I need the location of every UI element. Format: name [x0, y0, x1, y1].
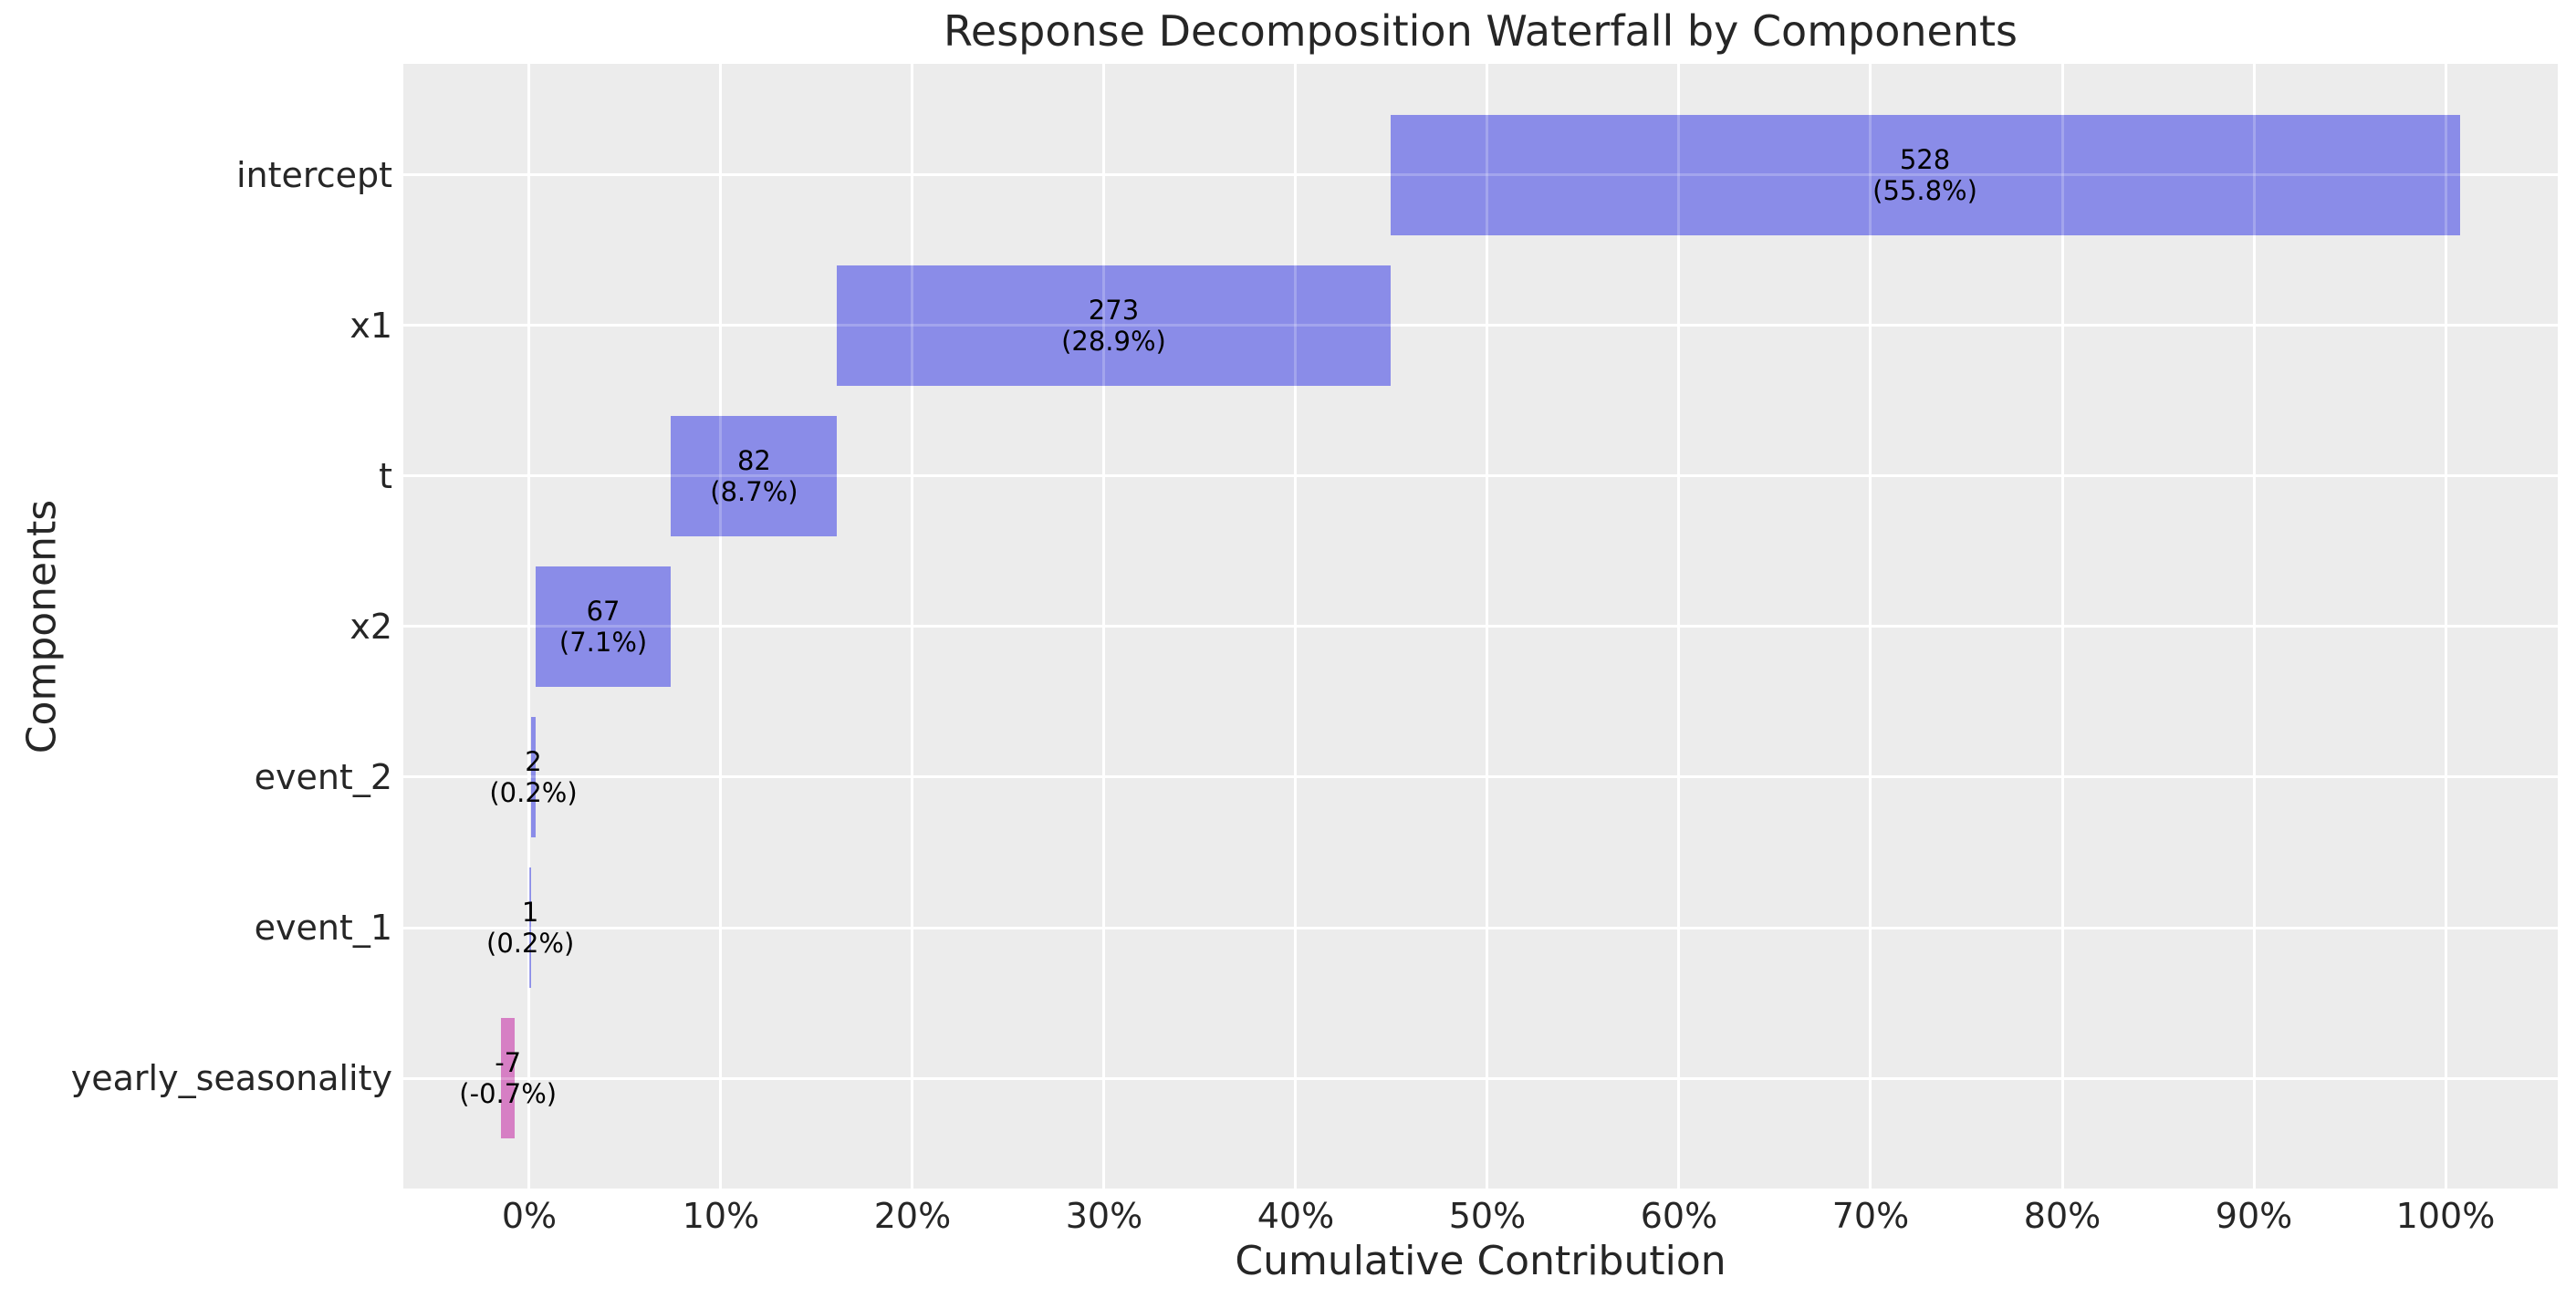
y-tick-label-event_2: event_2: [254, 756, 392, 797]
bar-x1: [837, 265, 1391, 386]
gridline-overlay-vertical: [1486, 64, 1489, 1189]
x-tick-label-60: 60%: [1640, 1196, 1718, 1236]
x-axis-title: Cumulative Contribution: [1235, 1238, 1726, 1284]
bar-t: [671, 415, 838, 536]
y-tick-label-t: t: [379, 455, 392, 496]
gridline-overlay-horizontal: [403, 926, 2558, 929]
gridline-horizontal: [403, 625, 2558, 628]
x-tick-label-0: 0%: [501, 1196, 558, 1236]
gridline-overlay-vertical: [2444, 64, 2447, 1189]
gridline-overlay-horizontal: [403, 324, 2558, 327]
chart-title: Response Decomposition Waterfall by Comp…: [944, 6, 2018, 56]
gridline-overlay-vertical: [1677, 64, 1681, 1189]
gridline-horizontal: [403, 1076, 2558, 1080]
x-tick-label-90: 90%: [2215, 1196, 2293, 1236]
x-tick-label-80: 80%: [2023, 1196, 2101, 1236]
x-tick-label-100: 100%: [2395, 1196, 2496, 1236]
gridline-overlay-horizontal: [403, 625, 2558, 628]
bar-intercept: [1390, 114, 2460, 235]
y-tick-label-event_1: event_1: [254, 908, 392, 949]
gridline-horizontal: [403, 926, 2558, 929]
bar-yearly_seasonality: [500, 1018, 516, 1139]
gridline-overlay-vertical: [527, 64, 531, 1189]
y-tick-label-x1: x1: [349, 305, 392, 346]
x-tick-label-50: 50%: [1448, 1196, 1527, 1236]
gridline-overlay-vertical: [1294, 64, 1298, 1189]
y-axis-title: Components: [18, 499, 66, 754]
gridline-overlay-vertical: [719, 64, 723, 1189]
gridline-overlay-horizontal: [403, 775, 2558, 779]
gridline-horizontal: [403, 775, 2558, 779]
bar-event_2: [531, 716, 536, 837]
plot-area: 528 (55.8%) 273 (28.9%) 82 (8.7%) 67 (7.1%) 2 (0.…: [403, 64, 2558, 1189]
gridline-overlay-vertical: [2252, 64, 2256, 1189]
x-tick-label-40: 40%: [1257, 1196, 1335, 1236]
x-tick-label-70: 70%: [1831, 1196, 1910, 1236]
x-tick-label-30: 30%: [1065, 1196, 1143, 1236]
gridline-overlay-vertical: [911, 64, 914, 1189]
gridline-overlay-vertical: [1102, 64, 1106, 1189]
gridline-horizontal: [403, 474, 2558, 478]
y-tick-label-yearly_seasonality: yearly_seasonality: [70, 1058, 392, 1099]
y-tick-label-x2: x2: [349, 606, 392, 647]
bar-x2: [535, 566, 672, 687]
gridline-horizontal: [403, 324, 2558, 327]
x-tick-label-20: 20%: [873, 1196, 952, 1236]
gridline-overlay-horizontal: [403, 1076, 2558, 1080]
bar-event_1: [528, 867, 532, 989]
x-tick-label-10: 10%: [682, 1196, 760, 1236]
gridline-overlay-horizontal: [403, 474, 2558, 478]
gridline-overlay-horizontal: [403, 173, 2558, 176]
gridline-overlay-vertical: [2060, 64, 2064, 1189]
y-tick-label-intercept: intercept: [236, 154, 392, 195]
gridline-overlay-vertical: [1869, 64, 1872, 1189]
